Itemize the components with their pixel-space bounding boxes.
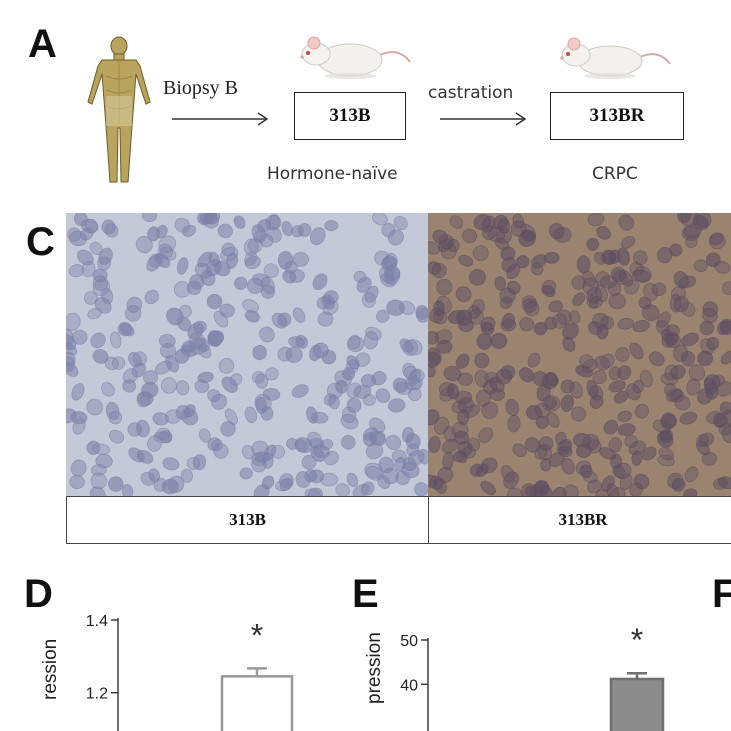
hormone-naive-label: Hormone-naïve — [267, 164, 398, 184]
data-bar — [609, 677, 665, 731]
y-axis-label: ression — [40, 639, 61, 700]
y-tick-label: 50 — [400, 633, 418, 650]
chart-d: 1.2 1.4 ression * — [40, 613, 294, 731]
y-tick-label: 40 — [400, 677, 418, 694]
panel-a-label: A — [28, 22, 57, 66]
caption-313br: 313BR — [428, 496, 731, 544]
mouse-illustration-1 — [300, 36, 411, 79]
sample-313b-box: 313B — [294, 92, 406, 140]
biopsy-arrow — [172, 112, 269, 126]
caption-313b: 313B — [66, 496, 429, 544]
crpc-label: CRPC — [592, 164, 638, 184]
castration-arrow — [440, 112, 527, 126]
chart-e: 40 50 pression * — [364, 622, 665, 731]
ihc-image-313b — [66, 213, 428, 496]
panel-d-label: D — [24, 572, 53, 616]
panel-e-label: E — [352, 572, 379, 616]
biopsy-arrow-label: Biopsy B — [163, 77, 239, 99]
mouse-illustration-2 — [560, 37, 671, 79]
castration-arrow-label: castration — [428, 83, 514, 103]
sample-313br-box: 313BR — [550, 92, 684, 140]
y-tick-label: 1.4 — [86, 613, 108, 630]
panel-c-label: C — [26, 220, 55, 264]
y-tick-label: 1.2 — [86, 686, 108, 703]
significance-marker: * — [631, 622, 643, 658]
human-body-illustration — [87, 36, 151, 183]
data-bar — [220, 675, 294, 731]
ihc-image-313br — [428, 213, 731, 496]
panel-f-label: F — [712, 572, 731, 616]
y-axis-label: pression — [364, 632, 385, 704]
significance-marker: * — [251, 617, 263, 653]
